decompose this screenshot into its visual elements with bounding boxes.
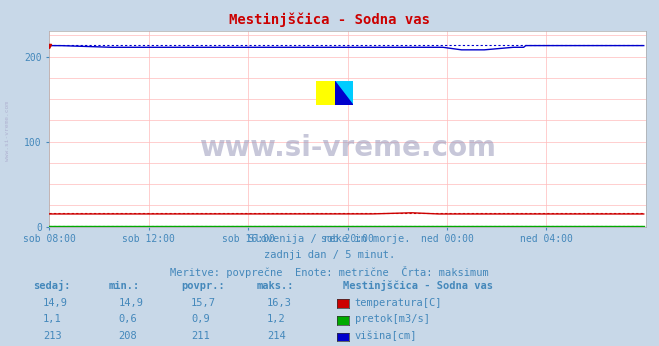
Text: pretok[m3/s]: pretok[m3/s] bbox=[355, 314, 430, 324]
Text: 16,3: 16,3 bbox=[267, 298, 292, 308]
Text: 1,1: 1,1 bbox=[43, 314, 61, 324]
Text: temperatura[C]: temperatura[C] bbox=[355, 298, 442, 308]
Text: min.:: min.: bbox=[109, 281, 140, 291]
Text: 14,9: 14,9 bbox=[119, 298, 144, 308]
Text: 214: 214 bbox=[267, 331, 285, 341]
Polygon shape bbox=[335, 81, 353, 106]
Text: 0,9: 0,9 bbox=[191, 314, 210, 324]
Text: 213: 213 bbox=[43, 331, 61, 341]
Text: 15,7: 15,7 bbox=[191, 298, 216, 308]
Text: 0,6: 0,6 bbox=[119, 314, 137, 324]
Text: www.si-vreme.com: www.si-vreme.com bbox=[5, 101, 11, 162]
Text: Slovenija / reke in morje.: Slovenija / reke in morje. bbox=[248, 234, 411, 244]
Text: 1,2: 1,2 bbox=[267, 314, 285, 324]
Text: 211: 211 bbox=[191, 331, 210, 341]
Polygon shape bbox=[335, 81, 353, 106]
Text: višina[cm]: višina[cm] bbox=[355, 330, 417, 341]
Text: Mestinjščica - Sodna vas: Mestinjščica - Sodna vas bbox=[229, 12, 430, 27]
Text: www.si-vreme.com: www.si-vreme.com bbox=[199, 135, 496, 162]
Text: Mestinjščica - Sodna vas: Mestinjščica - Sodna vas bbox=[343, 280, 493, 291]
Text: 14,9: 14,9 bbox=[43, 298, 68, 308]
Text: zadnji dan / 5 minut.: zadnji dan / 5 minut. bbox=[264, 250, 395, 260]
Text: povpr.:: povpr.: bbox=[181, 281, 225, 291]
Text: 208: 208 bbox=[119, 331, 137, 341]
Text: Meritve: povprečne  Enote: metrične  Črta: maksimum: Meritve: povprečne Enote: metrične Črta:… bbox=[170, 266, 489, 278]
Text: sedaj:: sedaj: bbox=[33, 280, 71, 291]
Text: maks.:: maks.: bbox=[257, 281, 295, 291]
